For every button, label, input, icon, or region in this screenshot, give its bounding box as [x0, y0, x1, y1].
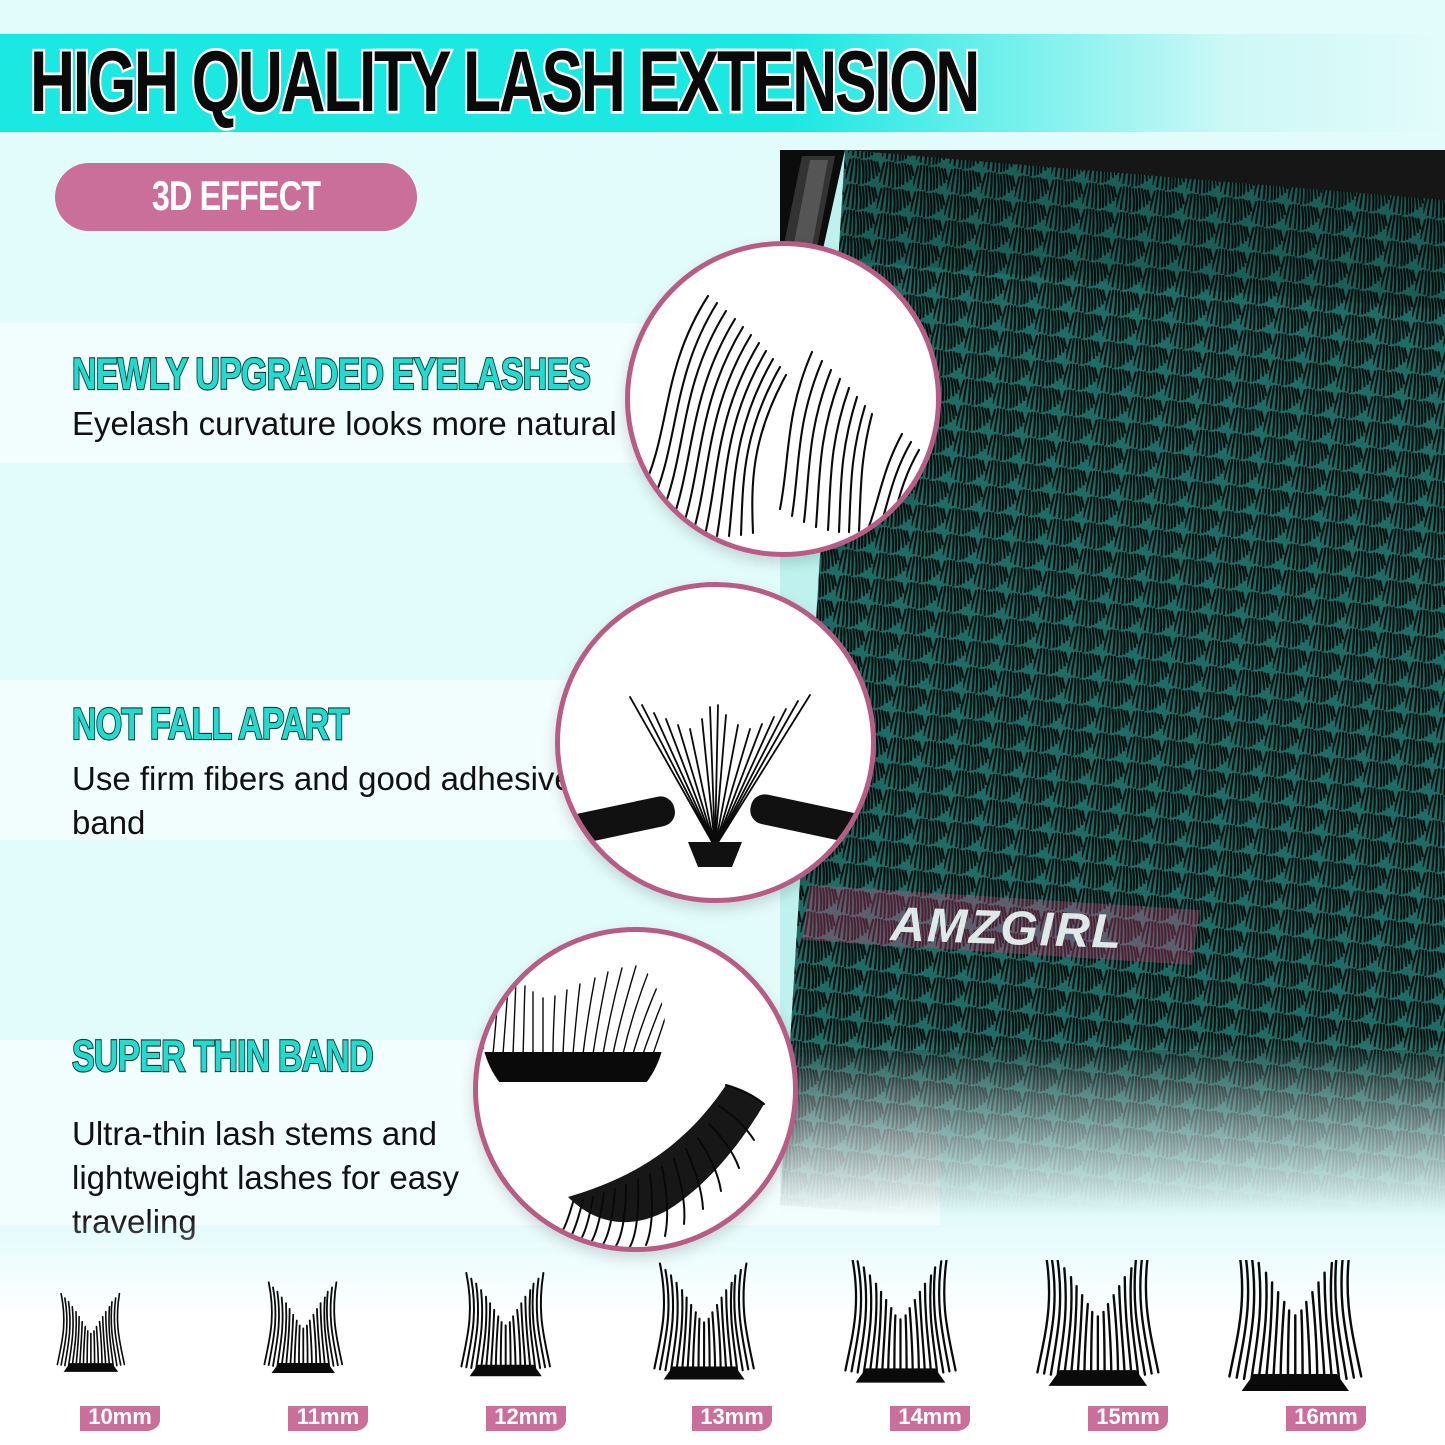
svg-text:10mm: 10mm [88, 1404, 152, 1429]
svg-text:15mm: 15mm [1096, 1404, 1160, 1429]
svg-text:13mm: 13mm [700, 1404, 764, 1429]
svg-text:16mm: 16mm [1294, 1404, 1358, 1429]
svg-text:14mm: 14mm [898, 1404, 962, 1429]
svg-text:AMZGIRL: AMZGIRL [889, 898, 1124, 959]
svg-text:12mm: 12mm [494, 1404, 558, 1429]
svg-text:11mm: 11mm [297, 1404, 359, 1429]
